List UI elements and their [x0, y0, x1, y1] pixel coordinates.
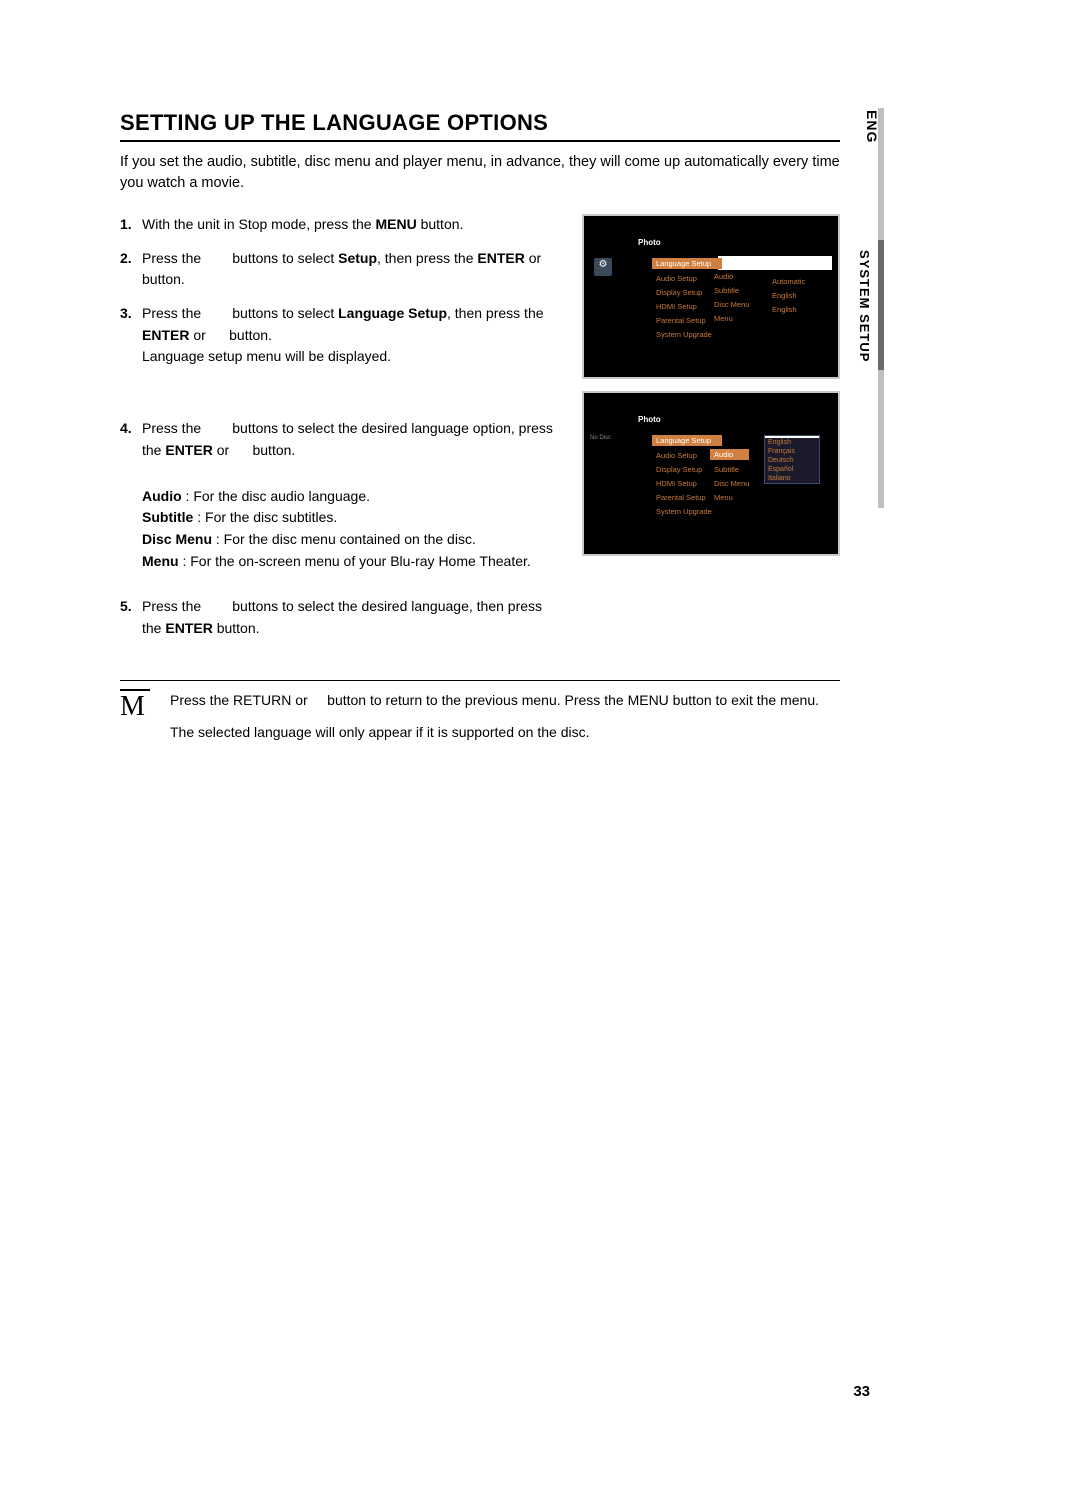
option-label-selected: Audio	[710, 449, 749, 460]
step-text: Press the buttons to select	[142, 250, 338, 266]
step-text: button.	[213, 620, 260, 636]
dropdown-item: Español	[765, 465, 819, 474]
dropdown-item: Deutsch	[765, 456, 819, 465]
page-number: 33	[853, 1383, 870, 1400]
option-label: Menu	[714, 314, 749, 323]
note-section: M Press the RETURN or button to return t…	[120, 680, 840, 754]
option-label: Disc Menu	[714, 479, 749, 488]
language-dropdown: English Français Deutsch Español Italian…	[764, 435, 820, 484]
setup-menu-list: Language Setup Audio Setup Display Setup…	[656, 435, 722, 516]
note-text: button to exit the menu.	[669, 692, 819, 708]
option-values: Automatic English English	[772, 272, 805, 314]
bullet-label: Subtitle	[142, 509, 193, 525]
note-bold: RETURN	[233, 692, 291, 708]
no-disc-label: No Disc	[590, 435, 611, 441]
step-number: 2.	[120, 248, 142, 291]
step-text: or button.	[189, 327, 272, 343]
menu-item: HDMI Setup	[656, 479, 722, 488]
screenshots-column: Photo Language Setup Audio Setup Display…	[582, 214, 840, 652]
setup-menu-list: Language Setup Audio Setup Display Setup…	[656, 258, 722, 339]
bullet-text: : For the disc subtitles.	[193, 509, 337, 525]
note-text: or button to return to the previous menu…	[291, 692, 627, 708]
dropdown-item: English	[765, 438, 819, 447]
bullet-label: Menu	[142, 553, 179, 569]
page-content: SETTING UP THE LANGUAGE OPTIONS If you s…	[120, 110, 840, 753]
dropdown-item: Italiano	[765, 474, 819, 483]
menu-item: Language Setup	[652, 258, 722, 269]
step-bold: Language Setup	[338, 305, 447, 321]
step-4: 4. Press the buttons to select the desir…	[120, 418, 564, 572]
bullet-text: : For the on-screen menu of your Blu-ray…	[179, 553, 531, 569]
step-5: 5. Press the buttons to select the desir…	[120, 596, 564, 639]
setup-screen-2: Photo No Disc Language Setup Audio Setup…	[582, 391, 840, 556]
step-text: With the unit in Stop mode, press the	[142, 216, 375, 232]
step-text: or button.	[213, 442, 296, 458]
steps-list: 1. With the unit in Stop mode, press the…	[120, 214, 564, 652]
step-text: button.	[417, 216, 464, 232]
step-text: Press the buttons to select	[142, 305, 338, 321]
option-labels: Audio Subtitle Disc Menu Menu	[714, 272, 749, 323]
menu-item: System Upgrade	[656, 330, 722, 339]
option-label: Subtitle	[714, 286, 749, 295]
option-value: Automatic	[772, 277, 805, 286]
menu-item: Parental Setup	[656, 316, 722, 325]
menu-item: Display Setup	[656, 288, 722, 297]
highlight-strip	[718, 256, 832, 270]
step-bold: ENTER	[477, 250, 524, 266]
step-3: 3. Press the buttons to select Language …	[120, 303, 564, 368]
option-labels: Audio Subtitle Disc Menu Menu	[714, 449, 749, 502]
section-tab: SYSTEM SETUP	[857, 250, 872, 362]
step-sub-text: Language setup menu will be displayed.	[142, 346, 564, 368]
screen-tab-label: Photo	[638, 238, 661, 247]
step-bold: ENTER	[165, 620, 212, 636]
menu-item: HDMI Setup	[656, 302, 722, 311]
note-text: The selected language will only appear i…	[170, 721, 840, 743]
menu-item: System Upgrade	[656, 507, 722, 516]
step-1: 1. With the unit in Stop mode, press the…	[120, 214, 564, 236]
step-number: 4.	[120, 418, 142, 572]
note-icon: M	[120, 689, 150, 754]
step-text: , then press the	[447, 305, 544, 321]
step-number: 3.	[120, 303, 142, 368]
gear-icon	[594, 258, 612, 276]
language-tab: ENG	[864, 110, 880, 143]
dropdown-item: Français	[765, 447, 819, 456]
option-label: Subtitle	[714, 465, 749, 474]
step-bold: ENTER	[142, 327, 189, 343]
bullet-text: : For the disc menu contained on the dis…	[212, 531, 476, 547]
menu-item: Audio Setup	[656, 274, 722, 283]
step-bold: Setup	[338, 250, 377, 266]
menu-item: Language Setup	[652, 435, 722, 446]
option-label: Disc Menu	[714, 300, 749, 309]
page-title: SETTING UP THE LANGUAGE OPTIONS	[120, 110, 840, 142]
bullet-text: : For the disc audio language.	[182, 488, 370, 504]
menu-item: Display Setup	[656, 465, 722, 474]
step-number: 5.	[120, 596, 142, 639]
intro-text: If you set the audio, subtitle, disc men…	[120, 152, 840, 194]
step-bold: MENU	[375, 216, 416, 232]
option-label: Menu	[714, 493, 749, 502]
option-value: English	[772, 305, 805, 314]
option-label: Audio	[714, 272, 749, 281]
setup-screen-1: Photo Language Setup Audio Setup Display…	[582, 214, 840, 379]
bullet-label: Audio	[142, 488, 182, 504]
option-value: English	[772, 291, 805, 300]
step-number: 1.	[120, 214, 142, 236]
step-text: , then press the	[377, 250, 477, 266]
screen-tab-label: Photo	[638, 415, 661, 424]
bullet-label: Disc Menu	[142, 531, 212, 547]
note-text: Press the	[170, 692, 233, 708]
note-bold: MENU	[628, 692, 669, 708]
menu-item: Parental Setup	[656, 493, 722, 502]
step-bold: ENTER	[165, 442, 212, 458]
side-tab-bar-dark	[878, 240, 884, 370]
step-2: 2. Press the buttons to select Setup, th…	[120, 248, 564, 291]
